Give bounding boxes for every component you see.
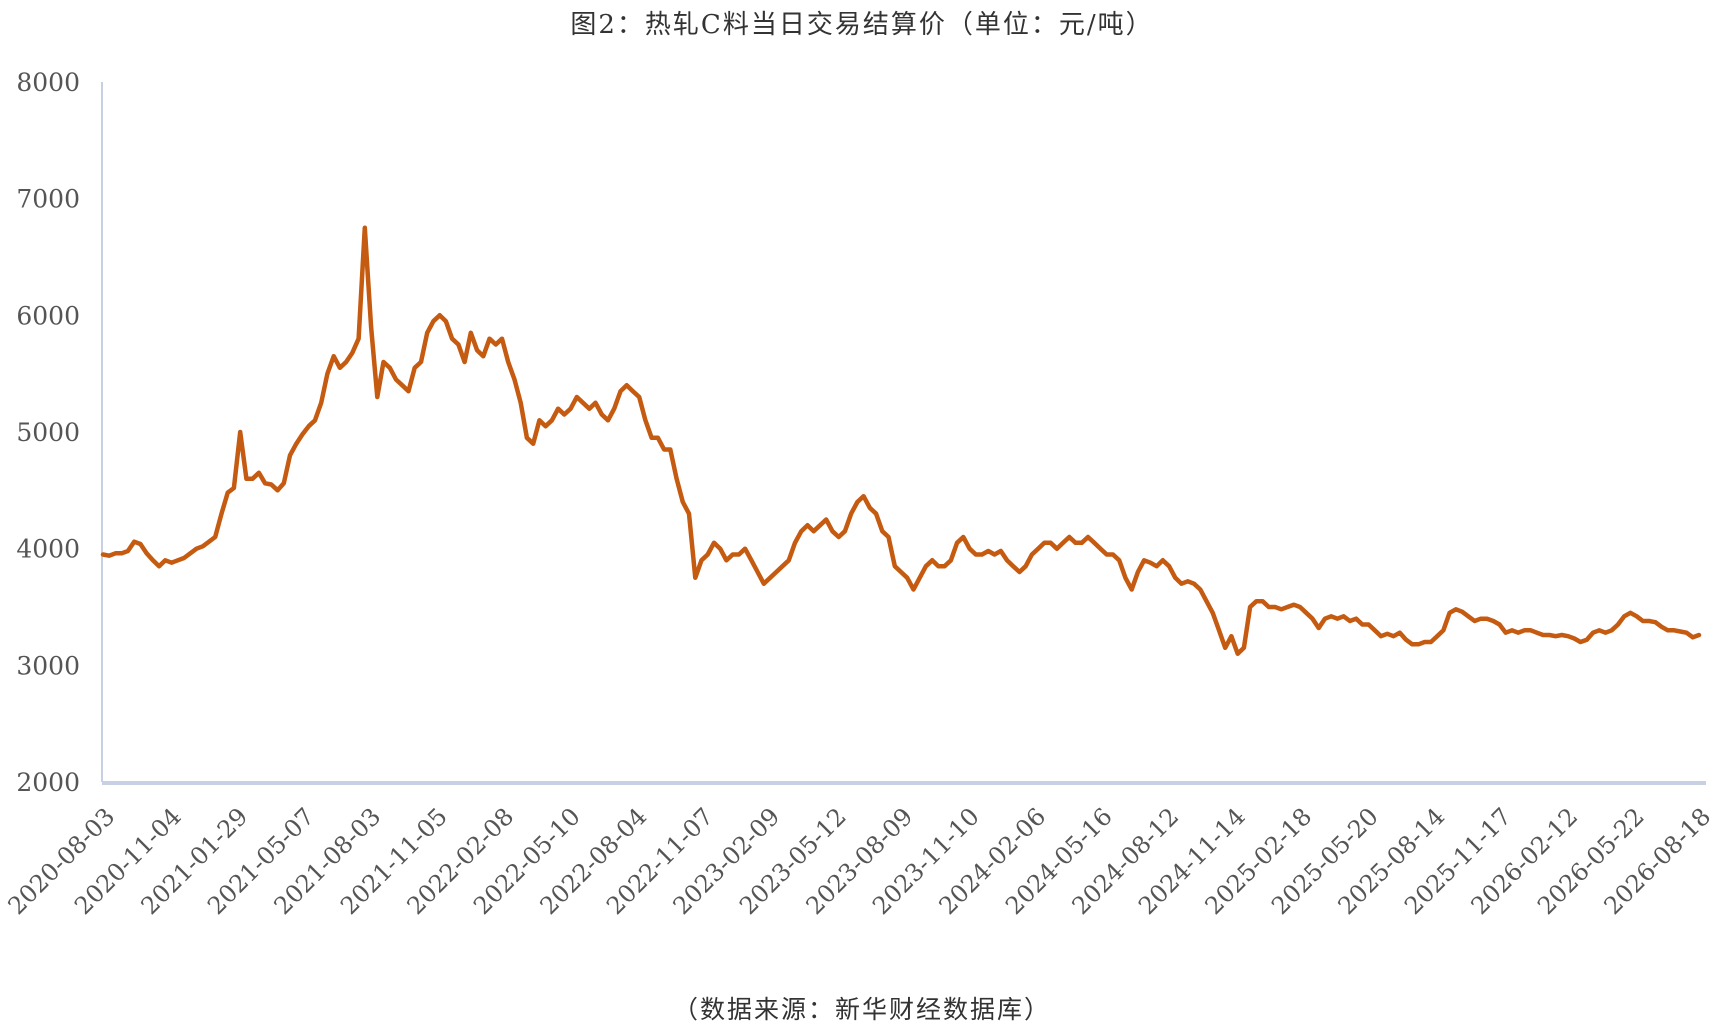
series-line bbox=[100, 225, 1702, 656]
y-tick-label: 4000 bbox=[16, 535, 80, 564]
y-tick-label: 8000 bbox=[16, 68, 80, 97]
chart-title: 图2：热轧C料当日交易结算价（单位：元/吨） bbox=[570, 10, 1154, 40]
y-tick-label: 5000 bbox=[16, 418, 80, 447]
chart-source-note: （数据来源：新华财经数据库） bbox=[672, 995, 1051, 1024]
y-tick-label: 2000 bbox=[16, 768, 80, 797]
y-tick-label: 6000 bbox=[16, 301, 80, 330]
y-tick-label: 3000 bbox=[16, 651, 80, 680]
y-tick-label: 7000 bbox=[16, 185, 80, 214]
